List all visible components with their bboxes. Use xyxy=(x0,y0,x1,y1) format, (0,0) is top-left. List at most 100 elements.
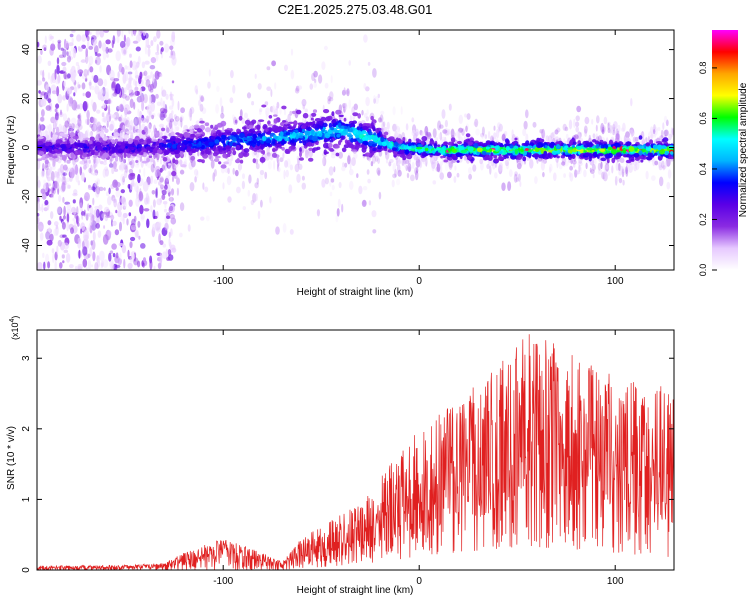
spectrogram-cell xyxy=(367,135,373,141)
spectrogram-cell xyxy=(132,40,139,44)
spectrogram-cell xyxy=(247,133,253,137)
spectrogram-cell xyxy=(227,196,232,203)
spectrogram-cell xyxy=(99,132,105,137)
spectrogram-cell xyxy=(335,152,340,157)
spectrogram-cell xyxy=(323,142,330,149)
spectrogram-cell xyxy=(39,232,44,241)
spectrogram-cell xyxy=(443,159,449,163)
spectrogram-cell xyxy=(573,118,576,128)
spectrogram-cell xyxy=(285,169,290,178)
spectrogram-cell xyxy=(197,150,200,157)
spectrogram-cell xyxy=(324,138,330,142)
spectrogram-cell xyxy=(64,201,71,205)
spectrogram-cell xyxy=(662,122,665,130)
spectrogram-cell xyxy=(213,158,220,162)
spectrogram-cell xyxy=(236,138,243,143)
spectrogram-cell xyxy=(140,216,145,222)
spectrogram-cell xyxy=(142,181,149,192)
spectrogram-cell xyxy=(122,197,127,207)
spectrogram-cell xyxy=(660,129,664,139)
spectrogram-cell xyxy=(155,169,161,179)
spectrogram-cell xyxy=(456,172,460,178)
spectrogram-cell xyxy=(299,151,302,158)
spectrogram-cell xyxy=(513,173,518,183)
spectrogram-cell xyxy=(197,136,203,139)
spectrogram-cell xyxy=(584,116,590,125)
spectrogram-cell xyxy=(57,206,63,216)
spectrogram-cell xyxy=(607,127,611,134)
spectrogram-cell xyxy=(159,252,163,264)
spectrogram-cell xyxy=(372,135,379,142)
spectrogram-cell xyxy=(43,261,46,270)
spectrogram-cell xyxy=(592,151,598,158)
spectrogram-cell xyxy=(137,129,142,134)
spectrogram-cell xyxy=(576,145,583,150)
spectrogram-cell xyxy=(129,53,132,58)
spectrogram-cell xyxy=(87,39,90,50)
spectrogram-cell xyxy=(61,182,66,192)
spectrogram-cell xyxy=(132,92,136,97)
spectrogram-cell xyxy=(102,259,109,268)
spectrogram-cell xyxy=(596,115,600,124)
spectrogram-cell xyxy=(393,141,399,147)
spectrogram-cell xyxy=(83,148,87,153)
spectrogram-cell xyxy=(131,253,136,260)
spectrogram-cell xyxy=(141,61,146,69)
spectrogram-cell xyxy=(145,79,151,88)
spectrogram-cell xyxy=(434,137,439,142)
spectrogram-cell xyxy=(266,66,271,71)
spectrogram-cell xyxy=(647,152,654,158)
spectrogram-cell xyxy=(159,132,163,137)
spectrogram-cell xyxy=(95,134,99,142)
spectrogram-cell xyxy=(132,126,136,133)
spectrogram-cell xyxy=(93,217,97,223)
spectrogram-cell xyxy=(169,241,172,250)
spectrogram-cell xyxy=(607,146,613,150)
spectrogram-cell xyxy=(102,161,107,166)
spectrogram-cell xyxy=(104,168,109,177)
spectrogram-cell xyxy=(671,128,674,136)
spectrogram-cell xyxy=(149,65,156,70)
spectrogram-cell xyxy=(324,132,331,139)
spectrogram-cell xyxy=(55,224,59,230)
spectrogram-cell xyxy=(348,99,352,109)
spectrogram-cell xyxy=(404,149,409,155)
spectrogram-cell xyxy=(62,48,67,58)
spectrogram-cell xyxy=(144,60,150,65)
spectrogram-cell xyxy=(487,131,491,140)
spectrogram-cell xyxy=(597,135,602,141)
spectrogram-cell xyxy=(111,114,116,119)
spectrogram-cell xyxy=(484,157,490,161)
spectrogram-cell xyxy=(576,105,582,113)
spectrogram-cell xyxy=(180,164,187,168)
spectrogram-cell xyxy=(592,139,597,143)
spectrogram-cell xyxy=(54,171,58,178)
spectrogram-cell xyxy=(583,169,587,178)
spectrogram-cell xyxy=(133,153,137,157)
spectrogram-cell xyxy=(359,134,363,139)
spectrogram-cell xyxy=(371,143,377,147)
spectrogram-cell xyxy=(80,59,87,63)
spectrogram-cell xyxy=(607,152,613,158)
spectrogram-cell xyxy=(595,133,598,141)
spectrogram-cell xyxy=(621,167,625,174)
spectrogram-cell xyxy=(105,39,111,45)
spectrogram-cell xyxy=(625,141,632,147)
spectrogram-cell xyxy=(344,89,350,95)
spectrogram-cell xyxy=(130,159,135,169)
spectrogram-cell xyxy=(549,163,553,172)
spectrogram-cell xyxy=(169,93,174,97)
spectrogram-cell xyxy=(493,154,497,159)
spectrogram-cell xyxy=(439,172,445,180)
spectrogram-cell xyxy=(313,82,317,88)
spectrogram-cell xyxy=(113,168,119,172)
spectrogram-cell xyxy=(265,107,270,116)
spectrogram-cell xyxy=(104,87,109,97)
spectrogram-cell xyxy=(128,30,131,35)
spectrogram-cell xyxy=(95,216,100,225)
spectrogram-cell xyxy=(290,48,294,56)
spectrogram-cell xyxy=(106,120,109,128)
spectrogram-cell xyxy=(83,165,87,170)
spectrogram-cell xyxy=(120,215,125,222)
